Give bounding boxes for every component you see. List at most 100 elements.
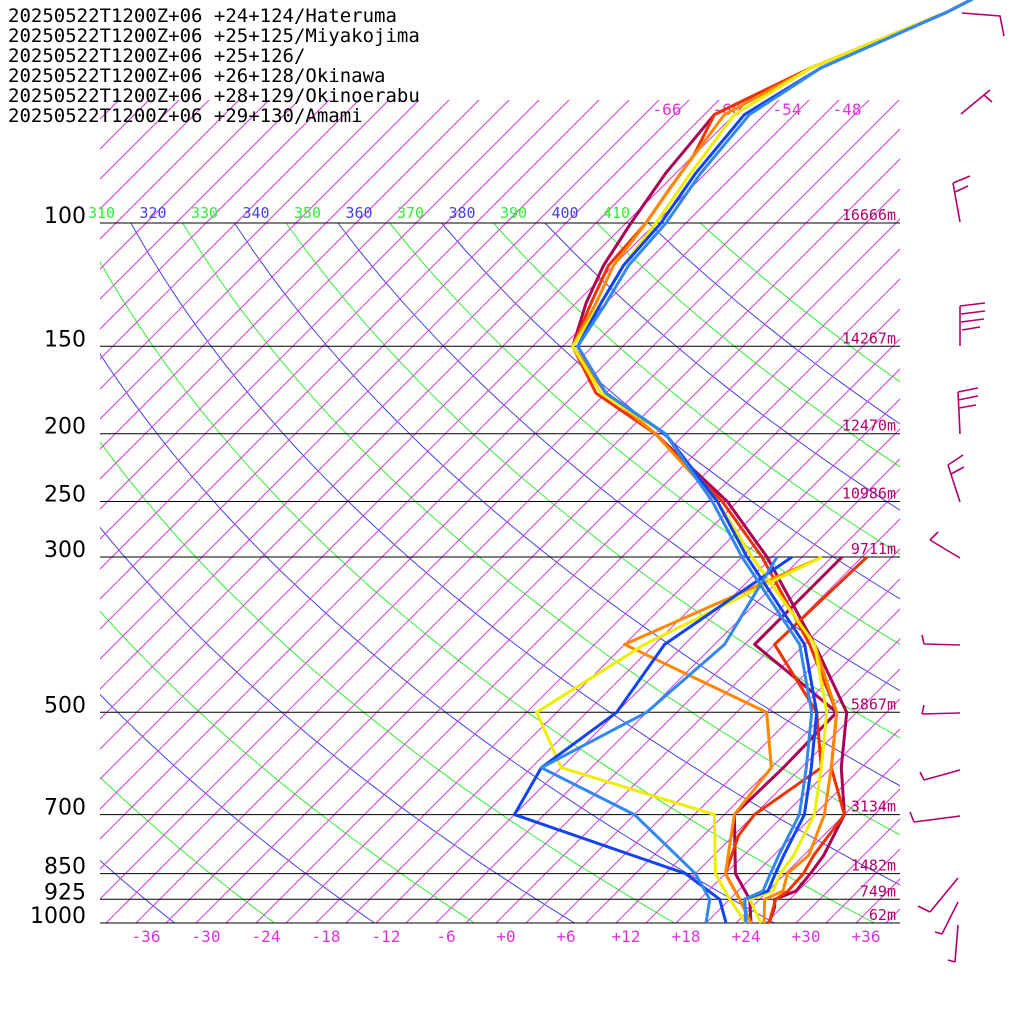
isotherm-line: [255, 278, 900, 923]
isotherm-line: [855, 878, 900, 923]
isobars: [100, 222, 900, 924]
isotherm-line: [100, 100, 390, 390]
theta-label: 320: [140, 204, 167, 222]
temperature-line: [571, 0, 974, 924]
wind-barb: [909, 811, 961, 823]
temperature-tick-label: +12: [612, 927, 641, 946]
temperature-line: [571, 0, 974, 924]
isotherm-line: [105, 128, 900, 923]
legend-entry-hateruma: 20250522T1200Z+06 +24+124/Hateruma: [8, 5, 397, 27]
pressure-label: 500: [44, 693, 86, 718]
dewpoint-line: [512, 555, 793, 924]
upper-isotherm-label: -48: [833, 100, 862, 119]
isotherm-line: [100, 100, 750, 750]
isotherm-line: [100, 100, 630, 630]
pressure-label: 1000: [30, 904, 86, 929]
wind-barb: [947, 924, 959, 963]
isotherm-line: [100, 100, 810, 810]
dry-adiabat-line: [100, 526, 575, 923]
temperature-tick-label: +0: [496, 927, 515, 946]
isotherm-line: [100, 100, 450, 450]
height-label: 9711m: [851, 540, 896, 558]
height-label: 16666m: [842, 206, 896, 224]
isotherm-line: [285, 308, 900, 923]
wind-barb: [960, 89, 993, 115]
height-label: 749m: [860, 882, 896, 900]
temperature-tick-label: +30: [792, 927, 821, 946]
temperature-tick-label: -6: [436, 927, 455, 946]
series-4: [512, 0, 974, 924]
legend-entry-amami: 20250522T1200Z+06 +29+130/Amami: [8, 105, 363, 127]
isotherm-line: [405, 428, 900, 923]
wind-barb: [961, 12, 1005, 37]
isotherm-line: [100, 100, 600, 600]
isotherm-line: [705, 728, 900, 923]
isotherm-line: [100, 100, 660, 660]
wind-barb: [917, 877, 959, 913]
temperature-tick-label: +24: [732, 927, 761, 946]
series-3: [535, 0, 974, 924]
isotherm-line: [0, 12, 117, 923]
dry-adiabat-line: [233, 222, 900, 787]
temperature-line: [571, 0, 974, 924]
isotherm-line: [100, 100, 840, 840]
isotherm-line: [165, 188, 900, 923]
isotherm-line: [735, 758, 900, 923]
height-label: 5867m: [851, 695, 896, 713]
legend-entry-25-126: 20250522T1200Z+06 +25+126/: [8, 45, 306, 67]
isotherm-line: [976, 12, 1024, 923]
pressure-label: 700: [44, 796, 86, 821]
isotherm-line: [946, 12, 1024, 923]
wind-barbs: [909, 12, 1005, 963]
temperature-line: [576, 0, 974, 924]
temperature-tick-label: -36: [132, 927, 161, 946]
theta-label: 360: [346, 204, 373, 222]
series-1: [571, 0, 974, 924]
dry-adiabat-line: [337, 222, 900, 692]
isotherm-line: [375, 398, 900, 923]
temperature-tick-label: +36: [852, 927, 881, 946]
isotherm-line: [100, 100, 120, 120]
legend: 20250522T1200Z+06 +24+124/Hateruma 20250…: [8, 6, 420, 126]
theta-label: 330: [191, 204, 218, 222]
theta-label: 410: [603, 204, 630, 222]
isotherm-line: [100, 100, 780, 780]
isotherm-line: [645, 668, 900, 923]
temperature-tick-label: -24: [252, 927, 281, 946]
wind-barb: [959, 302, 986, 346]
dewpoint-line: [732, 555, 844, 924]
isotherm-line: [315, 338, 900, 923]
dry-adiabat-line: [100, 776, 275, 923]
legend-entry-miyakojima: 20250522T1200Z+06 +25+125/Miyakojima: [8, 25, 420, 47]
isotherm-line: [525, 548, 900, 923]
isotherm-line: [100, 100, 690, 690]
pressure-label: 300: [44, 538, 86, 563]
height-label: 1482m: [851, 857, 896, 875]
wind-barb: [947, 454, 965, 503]
isotherm-line: [100, 100, 210, 210]
dry-adiabat-line: [100, 859, 175, 923]
legend-entry-okinawa: 20250522T1200Z+06 +26+128/Okinawa: [8, 65, 386, 87]
pressure-label: 150: [44, 327, 86, 352]
sounding-series: [512, 0, 974, 924]
isotherm-line: [675, 698, 900, 923]
isotherm-line: [825, 848, 900, 923]
dry-adiabat-line: [648, 222, 900, 425]
series-0: [571, 0, 974, 924]
temperature-tick-label: +18: [672, 927, 701, 946]
wind-barb: [929, 531, 961, 559]
pressure-label: 925: [44, 880, 86, 905]
wind-barb: [957, 387, 979, 435]
height-label: 62m: [869, 906, 896, 924]
theta-label: 370: [397, 204, 424, 222]
upper-isotherm-label: -54: [773, 100, 802, 119]
height-label: 10986m: [842, 485, 896, 503]
isotherm-line: [100, 100, 720, 720]
isotherm-line: [225, 248, 900, 923]
isotherm-line: [100, 100, 240, 240]
height-label: 14267m: [842, 329, 896, 347]
temperature-tick-label: -30: [192, 927, 221, 946]
isotherm-line: [100, 100, 870, 870]
dry-adiabat-line: [182, 222, 900, 836]
isotherm-line: [0, 12, 177, 923]
